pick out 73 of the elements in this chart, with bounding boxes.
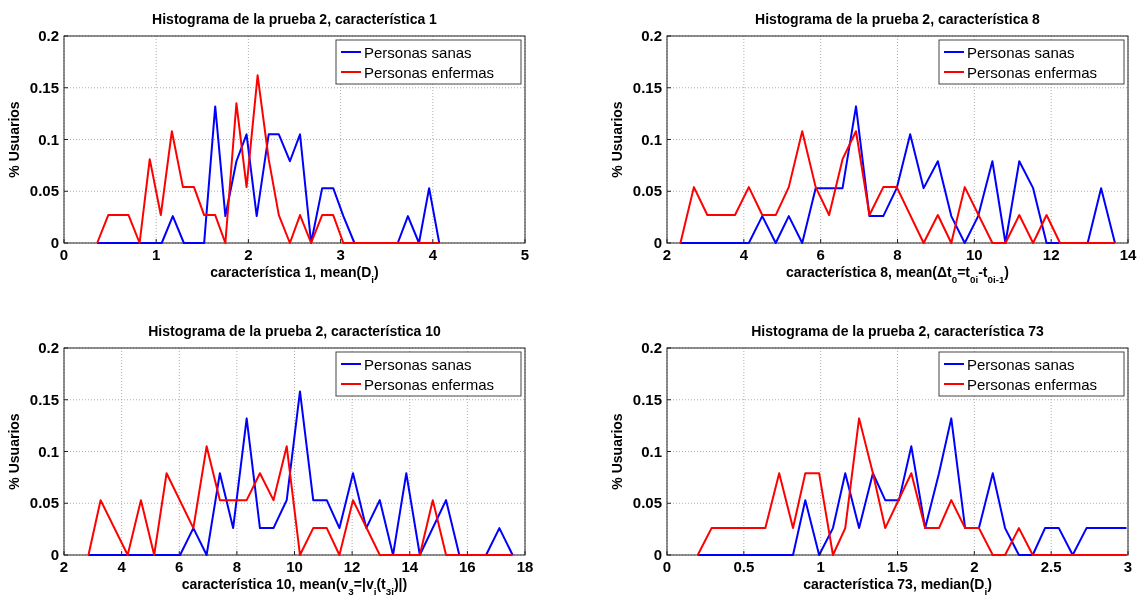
x-axis-title: característica 8, mean(Δt$_{0}$=t$_{0i}$-t$_{0i-1}$) <box>785 264 1010 285</box>
x-tick-label: 12 <box>343 558 361 575</box>
x-tick-label: 5 <box>520 246 530 263</box>
y-tick-label: 0 <box>50 234 59 251</box>
line-series <box>679 105 1116 244</box>
legend-label: Personas sanas <box>967 44 1075 61</box>
y-tick-label: 0.2 <box>641 339 662 356</box>
chart-title: Histograma de la prueba 2, característica 1 <box>152 11 438 27</box>
legend-label: Personas sanas <box>364 44 472 61</box>
line-series <box>679 130 1116 244</box>
x-tick-label: 4 <box>117 558 127 575</box>
x-tick-label: 6 <box>175 558 184 575</box>
x-tick-label: 3 <box>336 246 345 263</box>
y-axis-title: % Usuarios <box>6 413 22 490</box>
y-tick-label: 0.15 <box>29 390 59 408</box>
x-tick-label: 3 <box>1123 558 1133 575</box>
x-tick-label: 2.5 <box>1040 558 1062 575</box>
x-tick-label: 0.5 <box>733 558 755 575</box>
x-tick-label: 14 <box>1119 246 1137 263</box>
x-tick-label: 1 <box>816 558 825 575</box>
y-axis-title: % Usuarios <box>609 101 625 178</box>
line-series <box>696 417 1128 556</box>
y-tick-label: 0.1 <box>641 130 662 148</box>
x-tick-label: 8 <box>232 558 242 575</box>
x-tick-label: 4 <box>428 246 438 263</box>
x-tick-label: 14 <box>401 558 419 575</box>
y-tick-label: 0.2 <box>641 27 662 44</box>
y-axis-title: % Usuarios <box>6 101 22 178</box>
x-axis-title: característica 1, mean(D$_{i}$) <box>210 264 379 285</box>
x-tick-label: 10 <box>286 558 303 575</box>
x-tick-label: 2 <box>662 246 672 263</box>
y-tick-label: 0 <box>653 546 662 563</box>
legend-label: Personas enfermas <box>967 64 1098 81</box>
x-tick-label: 8 <box>893 246 902 263</box>
x-axis-title: característica 10, mean(v$_{3}$=|v$_{i}$(t$_{3i}$)|) <box>181 576 408 597</box>
y-tick-label: 0.15 <box>632 390 662 408</box>
y-tick-label: 0.05 <box>632 494 662 512</box>
legend-label: Personas enfermas <box>364 376 495 393</box>
y-tick-label: 0.2 <box>38 339 59 356</box>
chart-title: Histograma de la prueba 2, característica 73 <box>751 323 1044 339</box>
y-tick-label: 0 <box>50 546 59 563</box>
y-tick-label: 0.1 <box>38 442 59 460</box>
y-tick-label: 0.05 <box>29 182 59 200</box>
y-tick-label: 0.15 <box>632 78 662 96</box>
y-tick-label: 0.1 <box>38 130 59 148</box>
x-tick-label: 18 <box>516 558 534 575</box>
legend-label: Personas sanas <box>364 356 472 373</box>
y-axis-title: % Usuarios <box>609 413 625 490</box>
legend-label: Personas enfermas <box>364 64 495 81</box>
y-tick-label: 0.2 <box>38 27 59 44</box>
y-tick-label: 0.05 <box>632 182 662 200</box>
x-tick-label: 4 <box>739 246 749 263</box>
legend-label: Personas enfermas <box>967 376 1098 393</box>
x-tick-label: 2 <box>970 558 979 575</box>
x-axis-title: característica 73, median(D$_{i}$) <box>803 576 992 597</box>
x-tick-label: 10 <box>965 246 983 263</box>
x-tick-label: 16 <box>459 558 476 575</box>
line-series <box>87 445 514 556</box>
y-tick-label: 0.1 <box>641 442 662 460</box>
y-tick-label: 0 <box>653 234 662 251</box>
line-series <box>96 105 441 244</box>
legend-label: Personas sanas <box>967 356 1075 373</box>
x-tick-label: 1.5 <box>887 558 908 575</box>
x-tick-label: 12 <box>1042 246 1060 263</box>
y-tick-label: 0.15 <box>29 78 59 96</box>
line-series <box>87 390 514 556</box>
x-tick-label: 2 <box>59 558 69 575</box>
x-tick-label: 6 <box>816 246 825 263</box>
chart-title: Histograma de la prueba 2, característica 8 <box>755 11 1041 27</box>
x-tick-label: 2 <box>244 246 253 263</box>
x-tick-label: 1 <box>152 246 161 263</box>
chart-title: Histograma de la prueba 2, característica 10 <box>148 323 441 339</box>
y-tick-label: 0.05 <box>29 494 59 512</box>
